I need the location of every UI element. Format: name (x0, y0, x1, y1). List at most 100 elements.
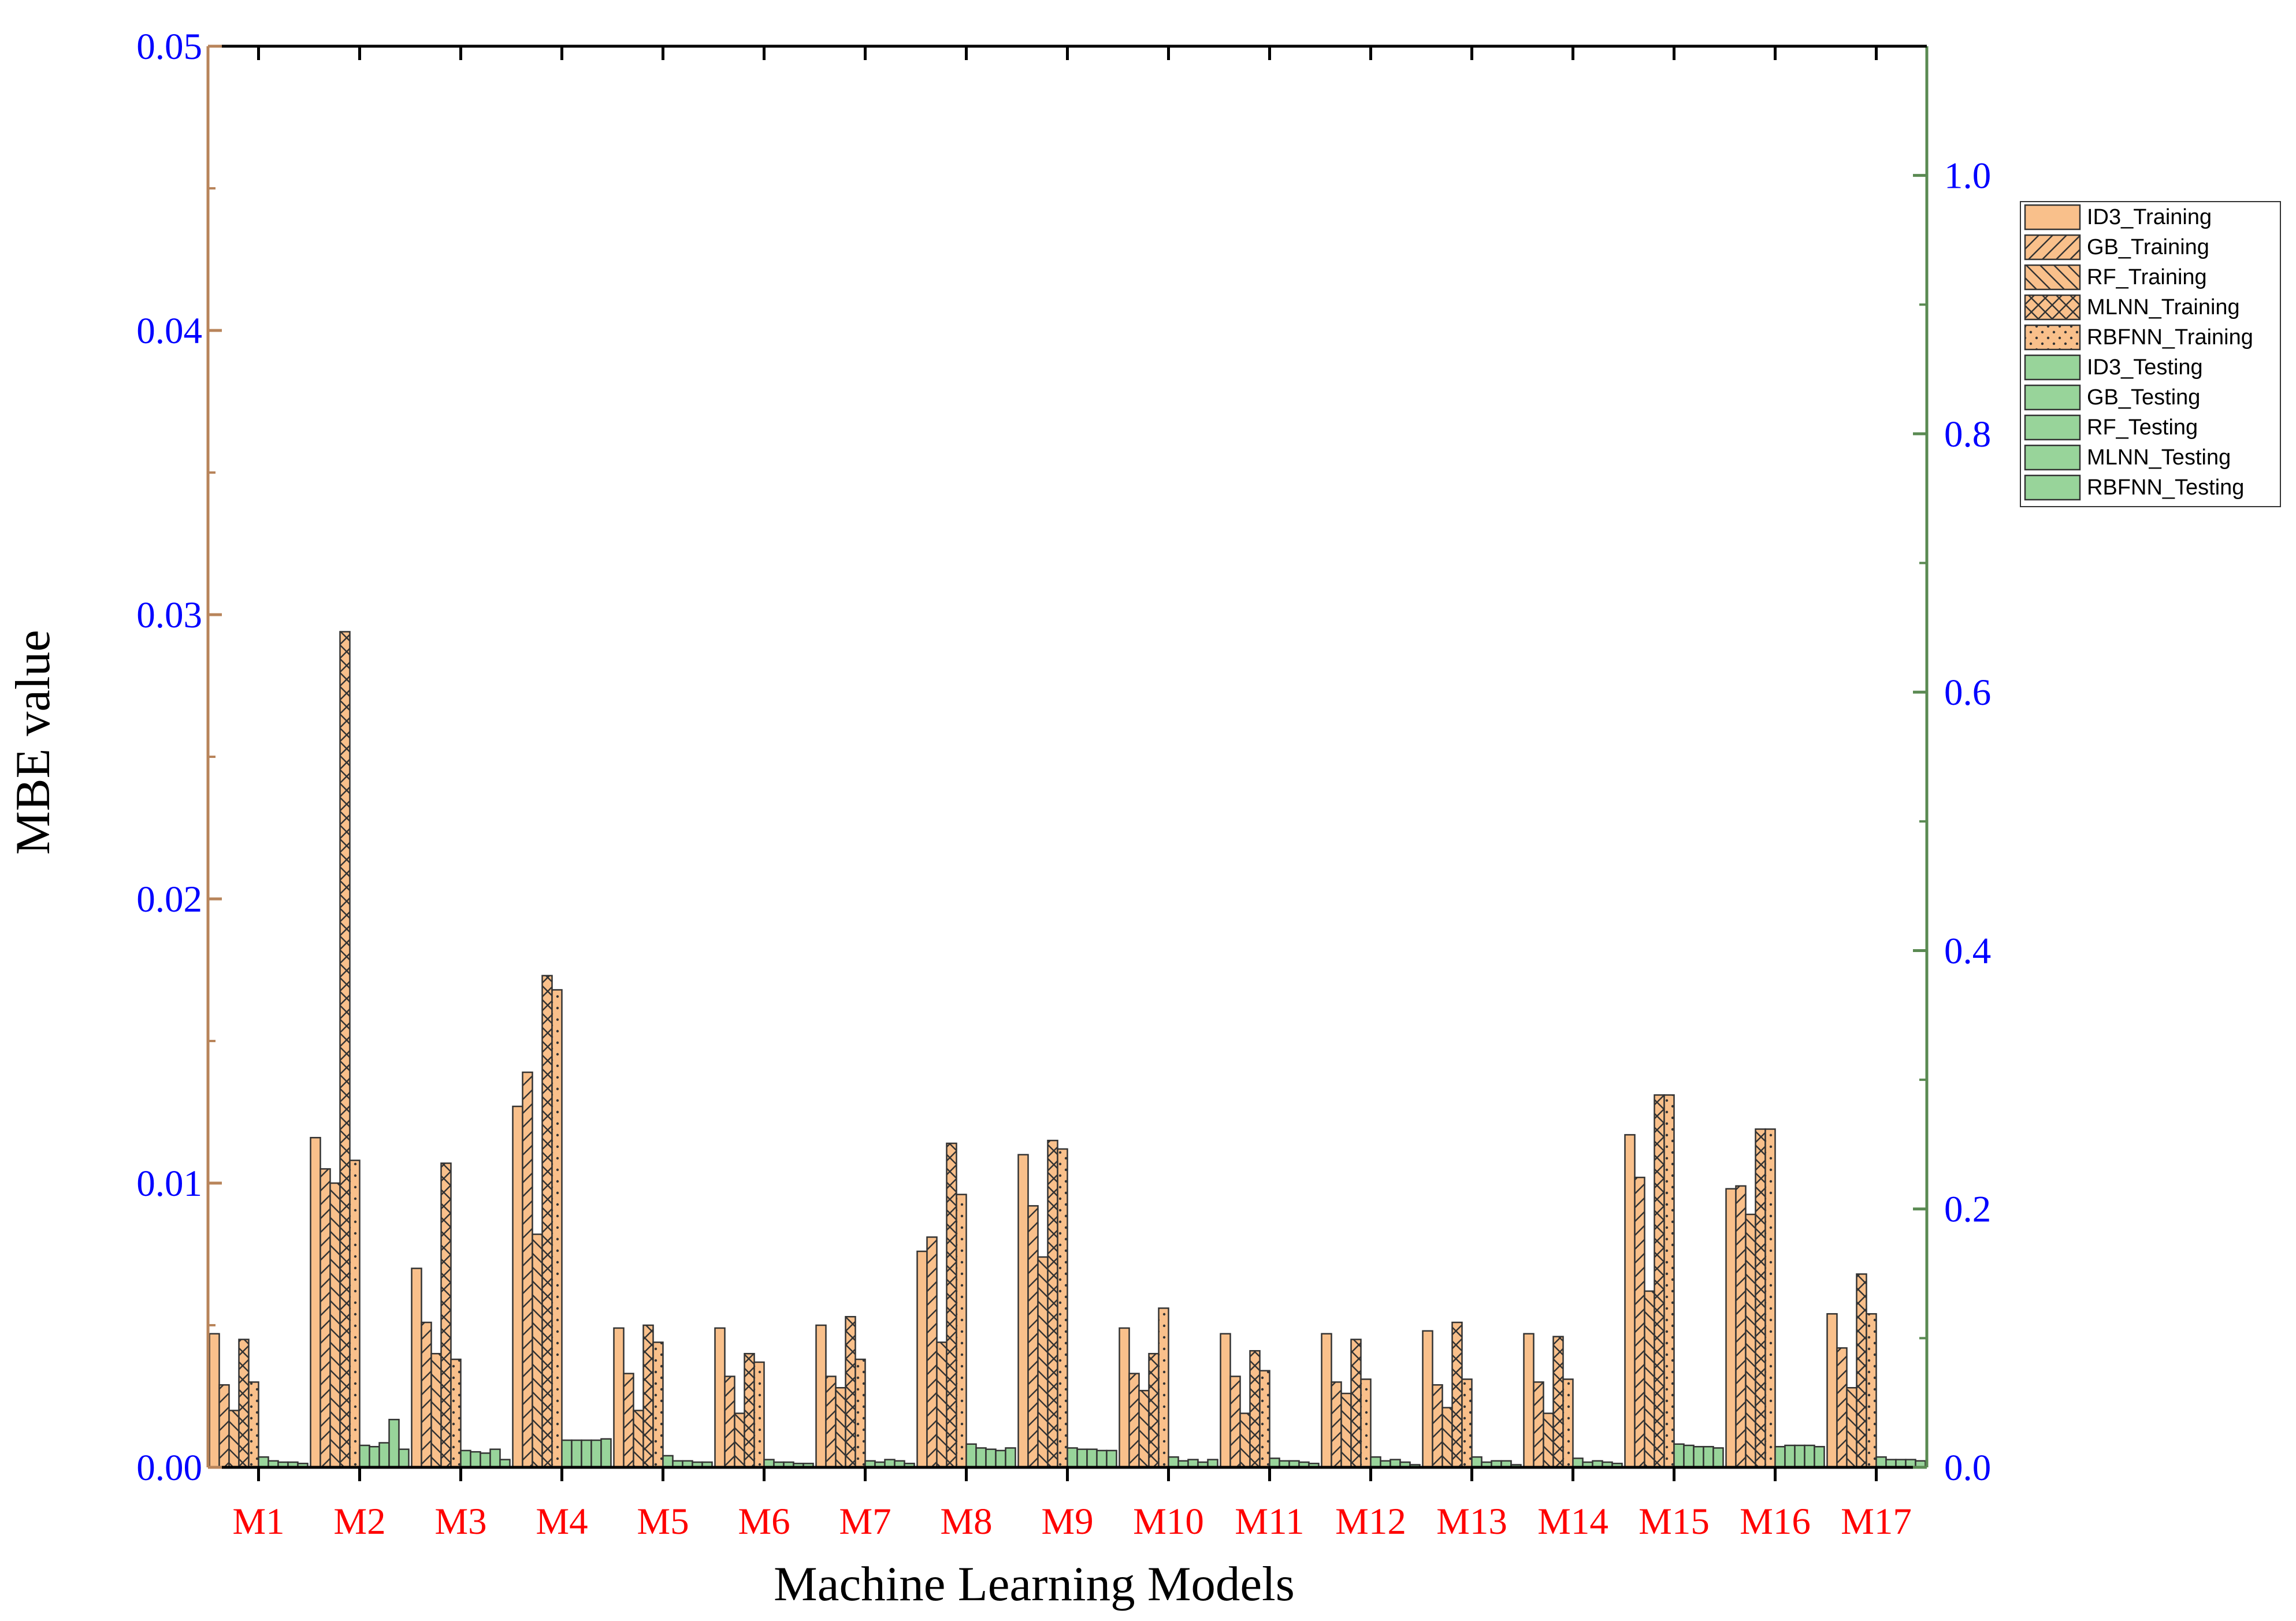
right-tick-label: 0.6 (1944, 672, 1991, 713)
bar-pattern-rf-training-m5 (633, 1410, 644, 1467)
category-label: M6 (738, 1501, 790, 1542)
category-label: M9 (1041, 1501, 1093, 1542)
bar-pattern-rf-training-m1 (229, 1410, 239, 1467)
legend-swatch-pattern (2025, 235, 2080, 259)
bar-pattern-rf-training-m8 (937, 1342, 947, 1467)
bar-pattern-rbfnn-training-m8 (956, 1194, 967, 1467)
bar-pattern-rbfnn-training-m3 (451, 1359, 461, 1467)
bar-rf-testing-m2 (378, 1442, 390, 1468)
tick-labels-layer: 0.00 0.01 0.02 0.03 0.04 0.05 0.0 0.2 0.4 0.6 0.8 1… (136, 26, 1991, 1542)
left-tick-label: 0.00 (136, 1447, 202, 1489)
bar-pattern-gb-training-m10 (1129, 1373, 1139, 1467)
bar-pattern-mlnn-training-m12 (1351, 1339, 1361, 1467)
bar-mlnn-testing-m4 (590, 1439, 602, 1468)
bar-id3-training-m5 (613, 1327, 625, 1468)
left-tick-label: 0.02 (136, 879, 202, 920)
bar-pattern-mlnn-training-m1 (239, 1339, 249, 1467)
category-label: M5 (637, 1501, 689, 1542)
bar-id3-training-m11 (1220, 1333, 1231, 1468)
bar-id3-testing-m1 (258, 1456, 269, 1468)
bar-id3-testing-m9 (1067, 1447, 1078, 1468)
legend-swatch (2024, 384, 2081, 411)
y-axis-title: MBE value (6, 630, 60, 855)
bar-rbfnn-testing-m8 (1005, 1447, 1016, 1468)
bar-pattern-rbfnn-training-m4 (552, 990, 562, 1467)
bar-id3-testing-m10 (1168, 1456, 1179, 1468)
bar-id3-training-m8 (916, 1250, 928, 1468)
bar-id3-testing-m3 (460, 1449, 471, 1468)
bar-pattern-rbfnn-training-m10 (1158, 1308, 1169, 1467)
bar-gb-testing-m8 (975, 1447, 987, 1468)
left-tick-label: 0.04 (136, 310, 202, 352)
bar-rbfnn-testing-m15 (1712, 1447, 1724, 1468)
category-label: M2 (333, 1501, 385, 1542)
legend-label: RF_Training (2087, 265, 2207, 289)
bar-pattern-gb-training-m17 (1837, 1348, 1847, 1467)
bar-id3-testing-m12 (1370, 1456, 1381, 1468)
bar-pattern-mlnn-training-m10 (1149, 1354, 1159, 1467)
bar-pattern-mlnn-training-m17 (1856, 1274, 1867, 1467)
bar-id3-training-m1 (209, 1333, 220, 1468)
bar-pattern-gb-training-m4 (522, 1072, 533, 1467)
bar-pattern-gb-training-m2 (320, 1169, 330, 1467)
bar-pattern-gb-training-m1 (219, 1385, 229, 1467)
left-tick-label: 0.03 (136, 594, 202, 636)
bar-rf-testing-m4 (581, 1439, 592, 1468)
category-label: M16 (1740, 1501, 1811, 1542)
bar-pattern-rbfnn-training-m13 (1462, 1379, 1472, 1467)
bar-id3-testing-m15 (1673, 1443, 1685, 1468)
bar-pattern-gb-training-m16 (1736, 1185, 1746, 1467)
bar-rf-testing-m3 (480, 1452, 491, 1468)
category-label: M14 (1537, 1501, 1608, 1542)
axes-layer (206, 44, 1929, 1481)
legend-label: RF_Testing (2087, 415, 2198, 440)
bar-pattern-gb-training-m6 (725, 1376, 735, 1467)
category-label: M8 (940, 1501, 992, 1542)
category-label: M17 (1841, 1501, 1912, 1542)
bar-pattern-mlnn-training-m2 (340, 631, 350, 1467)
legend-swatch (2024, 204, 2081, 230)
bar-gb-testing-m2 (369, 1445, 380, 1468)
legend-label: RBFNN_Training (2087, 325, 2253, 350)
bar-id3-testing-m2 (359, 1444, 370, 1468)
bar-rf-testing-m9 (1086, 1448, 1098, 1468)
bar-pattern-mlnn-training-m4 (542, 975, 552, 1467)
bars-layer (209, 631, 1926, 1468)
legend: ID3_Training GB_Training RF_Training MLNN_T… (2020, 201, 2281, 507)
bar-id3-testing-m5 (662, 1455, 674, 1468)
legend-swatch-pattern (2025, 265, 2080, 289)
bar-pattern-rf-training-m11 (1240, 1413, 1250, 1467)
category-label: M3 (434, 1501, 486, 1542)
bar-pattern-rf-training-m13 (1442, 1407, 1452, 1467)
bar-pattern-gb-training-m3 (421, 1322, 432, 1467)
bar-id3-training-m9 (1017, 1154, 1029, 1468)
category-label: M15 (1639, 1501, 1710, 1542)
bar-mlnn-testing-m15 (1703, 1445, 1714, 1468)
legend-swatch (2024, 444, 2081, 471)
bar-rbfnn-testing-m2 (398, 1448, 410, 1468)
bar-id3-training-m16 (1725, 1188, 1737, 1468)
left-tick-label: 0.01 (136, 1163, 202, 1204)
bar-mlnn-testing-m16 (1804, 1444, 1815, 1468)
bar-pattern-rf-training-m15 (1644, 1291, 1655, 1467)
bar-id3-training-m14 (1523, 1333, 1535, 1468)
bar-pattern-mlnn-training-m7 (845, 1317, 856, 1467)
bar-gb-testing-m3 (470, 1451, 481, 1468)
bar-rbfnn-testing-m16 (1814, 1445, 1825, 1468)
bar-id3-training-m7 (815, 1324, 827, 1468)
bar-pattern-rf-training-m17 (1847, 1388, 1857, 1467)
bar-rbfnn-testing-m9 (1106, 1449, 1117, 1468)
bar-id3-testing-m4 (561, 1439, 573, 1468)
legend-label: ID3_Testing (2087, 355, 2203, 380)
bar-id3-training-m3 (411, 1267, 422, 1468)
bar-id3-training-m15 (1624, 1134, 1636, 1468)
category-label: M12 (1335, 1501, 1406, 1542)
bar-pattern-gb-training-m12 (1331, 1382, 1342, 1467)
legend-label: RBFNN_Testing (2087, 475, 2244, 500)
bar-pattern-gb-training-m11 (1230, 1376, 1240, 1467)
bar-rf-testing-m8 (985, 1448, 997, 1468)
bar-rbfnn-testing-m4 (600, 1438, 612, 1468)
bar-mlnn-testing-m8 (995, 1449, 1006, 1468)
bar-pattern-mlnn-training-m5 (643, 1325, 653, 1467)
bar-pattern-mlnn-training-m6 (744, 1354, 755, 1467)
